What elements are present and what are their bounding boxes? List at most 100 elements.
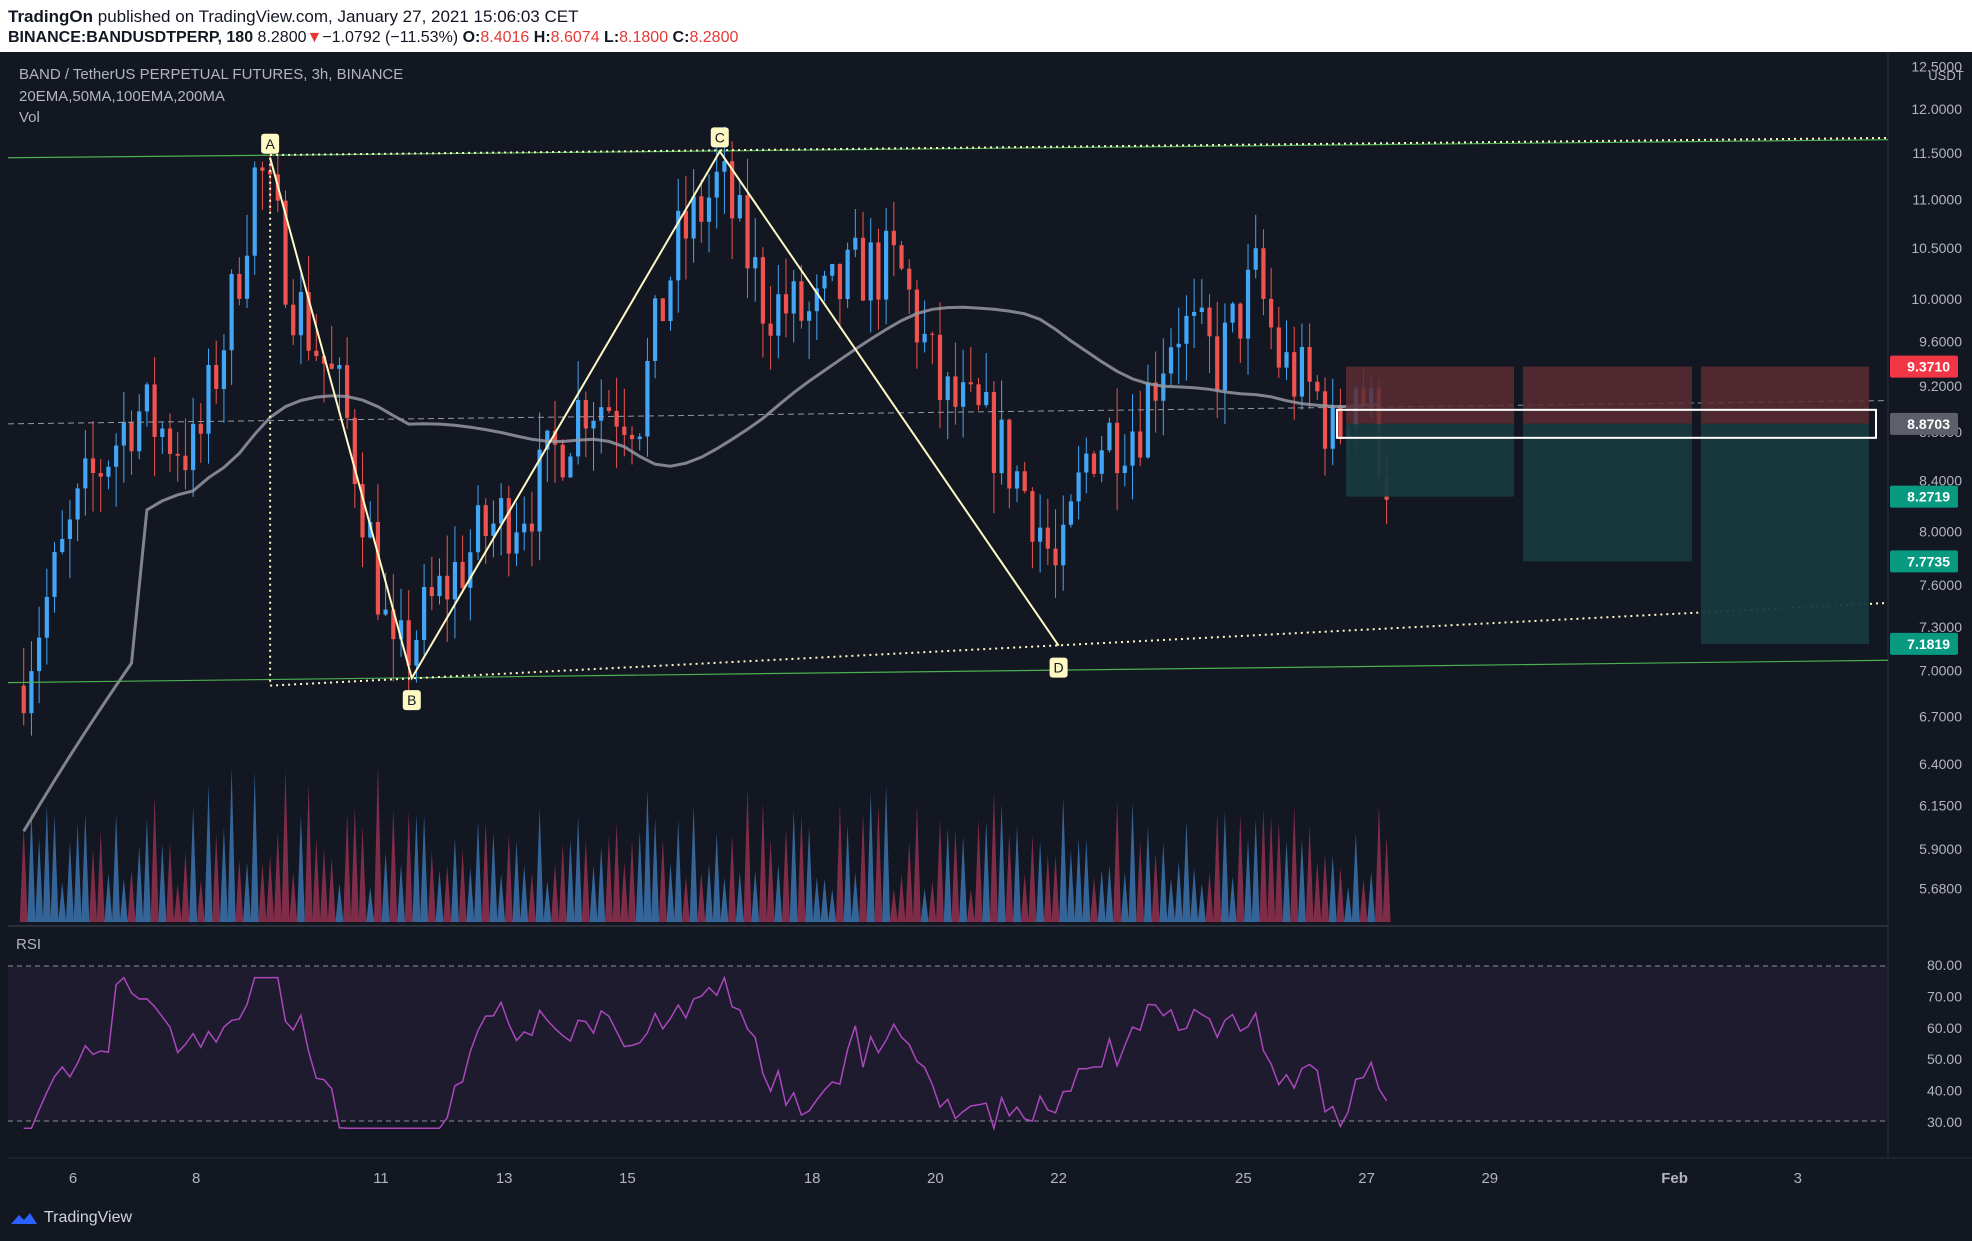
volume-bar <box>104 873 113 922</box>
candle-body <box>1299 347 1305 397</box>
candle-body <box>699 196 704 222</box>
publisher-name[interactable]: TradingOn <box>8 7 93 26</box>
candle-body <box>1230 303 1235 323</box>
volume-bar <box>73 823 82 922</box>
candle-body <box>260 167 265 171</box>
candle-body <box>914 289 920 343</box>
volume-bar <box>1220 811 1229 922</box>
volume-bar <box>620 862 629 922</box>
volume-bar <box>1051 855 1060 922</box>
price-tick-label: 10.0000 <box>1911 291 1962 307</box>
time-tick-label: 20 <box>927 1170 944 1187</box>
candle-body <box>90 458 96 474</box>
dashed-horizontal-line <box>7 400 1889 425</box>
volume-bar <box>874 804 883 922</box>
stop-loss-zone <box>1701 366 1869 424</box>
rsi-tick-label: 70.00 <box>1927 988 1962 1004</box>
volume-bar <box>389 808 398 922</box>
candle-body <box>1007 419 1012 489</box>
volume-bar <box>427 850 436 922</box>
volume-bar <box>951 828 960 922</box>
volume-bar <box>474 820 483 922</box>
candle-body <box>360 484 365 538</box>
volume-bar <box>173 883 182 922</box>
candle-body <box>1253 248 1258 270</box>
take-profit-zone <box>1701 423 1869 644</box>
candle-body <box>814 288 819 312</box>
volume-bar <box>1036 840 1045 922</box>
close-label: C: <box>672 29 690 46</box>
candle-body <box>1045 527 1050 549</box>
volume-bar <box>1151 852 1160 922</box>
candle-body <box>1076 472 1081 502</box>
volume-bar <box>1136 841 1145 922</box>
rsi-tick-label: 30.00 <box>1927 1114 1962 1130</box>
candle-body <box>706 197 712 222</box>
indicator-legend[interactable]: 20EMA,50MA,100EMA,200MA <box>19 88 225 105</box>
candle-body <box>1284 352 1289 368</box>
volume-bar <box>1228 876 1237 922</box>
candle-body <box>37 637 42 672</box>
volume-bar <box>959 836 968 922</box>
candle-body <box>1014 471 1020 489</box>
volume-bar <box>766 838 775 922</box>
volume-bar <box>805 826 814 922</box>
candle-body <box>660 298 665 322</box>
low-value: 8.1800 <box>619 29 669 46</box>
price-label-text: 7.7735 <box>1907 553 1950 569</box>
volume-bar <box>512 840 521 922</box>
volume-bar <box>551 864 560 922</box>
volume-bar <box>1344 886 1353 922</box>
pattern-point-c: C <box>710 127 729 148</box>
volume-bar <box>1282 840 1291 922</box>
candle-body <box>229 273 234 351</box>
candle-body <box>329 363 334 369</box>
candle-body <box>629 434 635 440</box>
candle-body <box>406 620 411 666</box>
volume-bar <box>127 869 136 922</box>
candle-body <box>29 671 34 714</box>
volume-bar <box>65 841 74 922</box>
time-tick-label: 18 <box>804 1170 821 1187</box>
time-tick-label: 13 <box>496 1170 513 1187</box>
volume-bar <box>1182 820 1191 922</box>
candle-body <box>268 170 273 175</box>
volume-bar <box>50 814 59 922</box>
pattern-point-b: B <box>402 690 421 711</box>
volume-bar <box>1382 835 1391 922</box>
price-chart[interactable]: A B C D 12.5000 12.0000 11.5000 11.0000 10.5000 1… <box>0 0 1972 1200</box>
volume-bar <box>635 831 644 922</box>
volume-legend[interactable]: Vol <box>19 109 40 126</box>
candle-body <box>352 417 357 485</box>
candle-body <box>714 171 719 198</box>
price-tick-label: 10.5000 <box>1911 240 1962 256</box>
volume-bar <box>828 889 837 922</box>
volume-bar <box>281 768 290 922</box>
volume-bar <box>312 838 321 922</box>
channel-upper-line <box>7 139 1889 159</box>
tradingview-brand[interactable]: TradingView <box>10 1209 132 1227</box>
time-tick-label: 11 <box>373 1170 389 1187</box>
price-tick-label: 7.0000 <box>1919 663 1962 679</box>
candle-body <box>83 458 88 489</box>
candle-body <box>191 423 196 471</box>
candle-body <box>522 523 527 533</box>
volume-bar <box>1059 797 1068 922</box>
volume-bar <box>350 806 359 922</box>
price-tick-label: 7.6000 <box>1919 577 1962 593</box>
candle-body <box>129 421 134 452</box>
time-tick-label: 29 <box>1481 1170 1498 1187</box>
volume-bar <box>681 876 690 922</box>
rsi-legend[interactable]: RSI <box>16 936 42 953</box>
volume-bar <box>789 809 798 922</box>
candle-body <box>1330 405 1335 449</box>
volume-bar <box>1066 850 1075 922</box>
volume-bar <box>42 805 51 922</box>
volume-bar <box>135 845 144 922</box>
publish-header: TradingOn published on TradingView.com, … <box>0 0 1972 52</box>
candle-body <box>1068 501 1074 525</box>
candle-body <box>160 428 165 437</box>
candle-body <box>653 298 658 361</box>
candle-body <box>206 364 211 434</box>
candle-body <box>337 365 342 369</box>
